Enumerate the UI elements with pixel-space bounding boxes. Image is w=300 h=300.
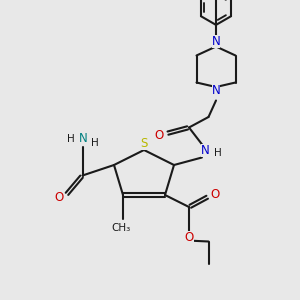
Text: N: N (212, 34, 220, 48)
Text: H: H (214, 148, 222, 158)
Text: N: N (79, 131, 88, 145)
Text: O: O (211, 188, 220, 201)
Text: O: O (184, 231, 194, 244)
Text: O: O (154, 129, 164, 142)
Text: O: O (55, 191, 64, 204)
Text: H: H (67, 134, 75, 144)
Text: CH₃: CH₃ (112, 223, 131, 233)
Text: S: S (140, 137, 148, 150)
Text: H: H (91, 137, 98, 148)
Text: N: N (212, 83, 220, 97)
Text: N: N (201, 144, 210, 158)
